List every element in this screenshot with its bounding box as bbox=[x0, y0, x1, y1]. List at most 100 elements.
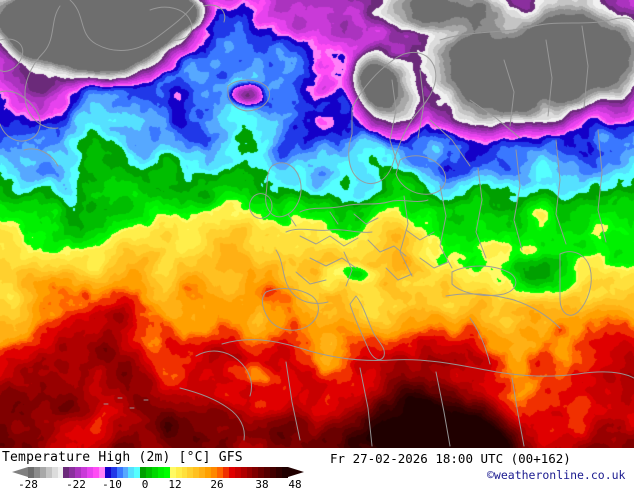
colorbar-swatch bbox=[75, 467, 82, 478]
colorbar-tick: -22 bbox=[66, 478, 86, 490]
map-boundary-line bbox=[227, 79, 270, 112]
colorbar-swatch bbox=[128, 467, 135, 478]
colorbar-swatch bbox=[222, 467, 229, 478]
colorbar-swatch bbox=[193, 467, 200, 478]
map-boundary-line bbox=[261, 288, 319, 331]
colorbar-tick: 26 bbox=[210, 478, 224, 490]
colorbar-swatch bbox=[140, 467, 147, 478]
colorbar-swatch bbox=[217, 467, 223, 478]
map-boundary-line bbox=[343, 251, 353, 287]
map-boundary-line bbox=[329, 211, 339, 225]
colorbar-under-arrow-icon bbox=[12, 467, 28, 477]
colorbar-swatch bbox=[228, 467, 235, 478]
colorbar-swatch bbox=[28, 467, 34, 478]
colorbar-swatch bbox=[264, 467, 271, 478]
map-boundary-line bbox=[203, 4, 226, 23]
temperature-map[interactable] bbox=[0, 0, 634, 448]
colorbar-tick: 38 bbox=[255, 478, 269, 490]
colorbar-swatch bbox=[81, 467, 88, 478]
colorbar-swatch bbox=[104, 467, 111, 478]
map-boundary-line bbox=[429, 119, 471, 167]
colorbar-swatch bbox=[39, 467, 46, 478]
colorbar-tick-labels: -28 -22 -10 0 12 26 38 48 bbox=[0, 478, 320, 490]
colorbar-swatch bbox=[240, 467, 247, 478]
colorbar-tick: 0 bbox=[141, 478, 149, 490]
map-boundary-line bbox=[395, 155, 446, 195]
colorbar-swatch bbox=[45, 467, 52, 478]
colorbar-swatch bbox=[187, 467, 194, 478]
colorbar-tick: 48 bbox=[288, 478, 302, 490]
map-boundary-line bbox=[445, 293, 561, 329]
colorbar-swatch bbox=[169, 467, 176, 478]
map-boundary-line bbox=[385, 267, 413, 281]
map-boundary-line bbox=[475, 167, 487, 259]
colorbar-swatch bbox=[258, 467, 265, 478]
map-boundary-line bbox=[559, 251, 592, 316]
map-boundary-line bbox=[451, 265, 517, 297]
colorbar-swatch bbox=[87, 467, 93, 478]
colorbar-swatch bbox=[276, 467, 282, 478]
map-boundary-line bbox=[23, 148, 59, 167]
map-boundary-line bbox=[545, 39, 553, 117]
map-footer: Temperature High (2m) [°C] GFS Fr 27-02-… bbox=[0, 448, 634, 490]
map-boundary-line bbox=[469, 317, 491, 365]
map-boundary-line bbox=[299, 235, 359, 247]
map-boundary-line bbox=[149, 6, 193, 41]
map-boundary-line bbox=[69, 0, 197, 51]
colorbar-swatch bbox=[205, 467, 212, 478]
colorbar-swatch bbox=[122, 467, 129, 478]
map-boundary-line bbox=[353, 213, 379, 225]
colorbar-swatch bbox=[57, 467, 64, 478]
colorbar-swatch bbox=[252, 467, 259, 478]
colorbar-swatch bbox=[163, 467, 170, 478]
map-boundary-line bbox=[24, 5, 61, 129]
map-boundary-line bbox=[367, 239, 407, 257]
legend-title: Temperature High (2m) [°C] GFS bbox=[2, 450, 243, 465]
colorbar-swatch bbox=[211, 467, 217, 478]
colorbar-swatch bbox=[98, 467, 105, 478]
colorbar-swatch bbox=[281, 467, 288, 478]
colorbar-swatch bbox=[116, 467, 123, 478]
colorbar-swatch bbox=[51, 467, 58, 478]
coastline-border-overlay bbox=[0, 0, 634, 447]
colorbar-swatches bbox=[28, 467, 288, 478]
colorbar-swatch bbox=[234, 467, 241, 478]
map-boundary-line bbox=[405, 229, 435, 241]
temperature-colorbar[interactable]: -28 -22 -10 0 12 26 38 48 bbox=[0, 467, 320, 490]
colorbar-swatch bbox=[246, 467, 253, 478]
map-boundary-line bbox=[285, 361, 301, 441]
colorbar-swatch bbox=[134, 467, 141, 478]
map-boundary-line bbox=[221, 339, 634, 379]
colorbar-swatch bbox=[181, 467, 188, 478]
map-boundary-line bbox=[399, 195, 413, 277]
colorbar-tick: -10 bbox=[102, 478, 122, 490]
map-boundary-line bbox=[299, 199, 429, 213]
map-boundary-line bbox=[417, 69, 425, 139]
map-boundary-line bbox=[348, 51, 437, 184]
colorbar-swatch bbox=[157, 467, 164, 478]
map-boundary-line bbox=[581, 25, 589, 109]
colorbar-swatch bbox=[199, 467, 206, 478]
map-boundary-line bbox=[349, 295, 385, 361]
map-boundary-line bbox=[195, 350, 252, 397]
map-boundary-line bbox=[295, 271, 327, 285]
map-boundary-line bbox=[555, 139, 567, 245]
map-boundary-line bbox=[419, 257, 449, 269]
copyright-notice: ©weatheronline.co.uk bbox=[487, 468, 626, 482]
map-boundary-line bbox=[275, 249, 329, 304]
map-boundary-line bbox=[597, 129, 607, 243]
colorbar-tick: -28 bbox=[18, 478, 38, 490]
temperature-field-raster bbox=[0, 0, 634, 448]
map-boundary-line bbox=[503, 59, 515, 127]
map-boundary-line bbox=[439, 185, 453, 269]
colorbar-swatch bbox=[69, 467, 76, 478]
map-boundary-line bbox=[389, 79, 399, 167]
map-boundary-line bbox=[0, 38, 24, 72]
model-run-timestamp: Fr 27-02-2026 18:00 UTC (00+162) bbox=[330, 451, 571, 466]
colorbar-swatch bbox=[33, 467, 40, 478]
map-boundary-line bbox=[439, 17, 634, 41]
colorbar-swatch bbox=[152, 467, 158, 478]
map-boundary-line bbox=[469, 99, 521, 139]
map-boundary-line bbox=[265, 162, 302, 218]
